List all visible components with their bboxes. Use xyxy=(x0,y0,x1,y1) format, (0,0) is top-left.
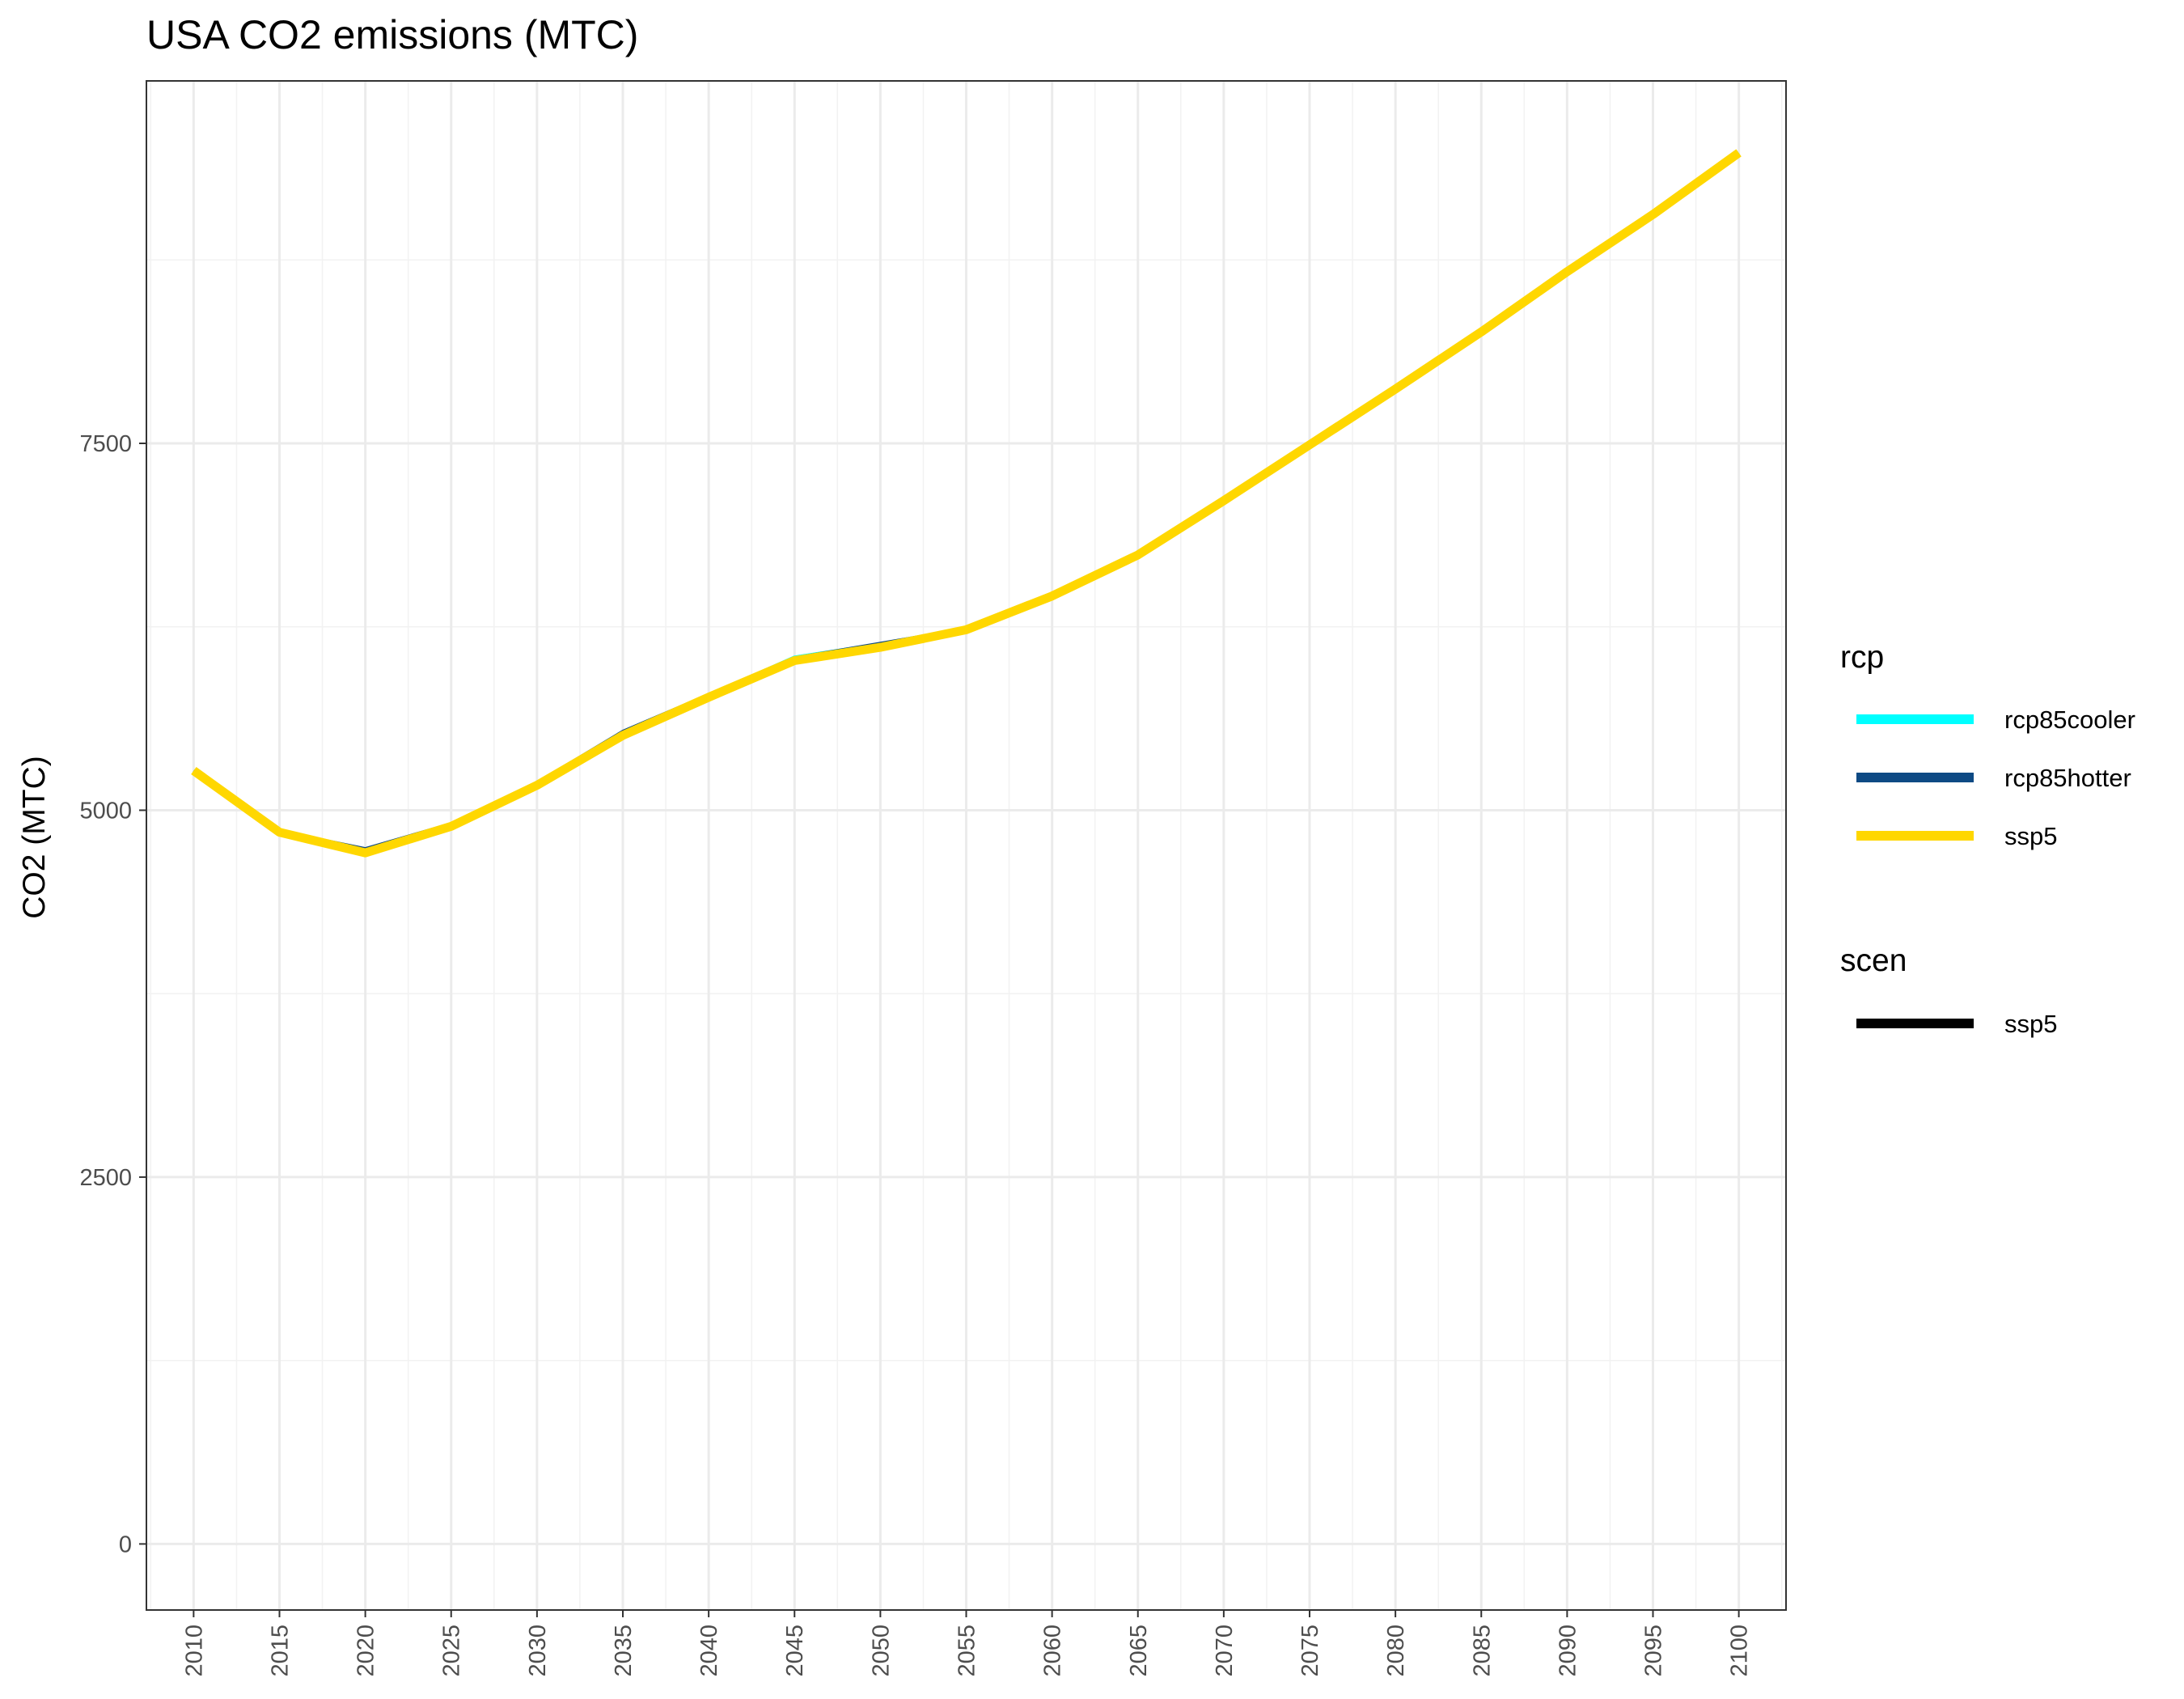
legend-label-rcp85cooler: rcp85cooler xyxy=(2004,705,2135,734)
legend-label-ssp5: ssp5 xyxy=(2004,822,2057,850)
x-tick-label: 2090 xyxy=(1555,1625,1581,1677)
y-axis: 0 2500 5000 7500 xyxy=(79,431,146,1557)
x-tick-label: 2010 xyxy=(181,1625,207,1677)
x-tick-label: 2095 xyxy=(1641,1625,1667,1677)
series-lines xyxy=(191,149,1742,858)
x-tick-label: 2100 xyxy=(1727,1625,1753,1677)
grid-lines xyxy=(146,81,1786,1610)
y-tick-label: 5000 xyxy=(79,798,132,824)
y-axis-title: CO2 (MTC) xyxy=(17,756,52,918)
legend-scen-items: ssp5 xyxy=(1856,1010,2057,1038)
series-line-ssp5 xyxy=(191,149,1742,858)
x-tick-label: 2015 xyxy=(267,1625,293,1677)
y-tick-label: 7500 xyxy=(79,431,132,457)
x-tick-label: 2085 xyxy=(1469,1625,1495,1677)
y-tick-label: 0 xyxy=(119,1532,132,1557)
legend-rcp-items: rcp85cooler rcp85hotter ssp5 xyxy=(1856,705,2135,850)
legend-label-ssp5: ssp5 xyxy=(2004,1010,2057,1038)
x-tick-label: 2065 xyxy=(1126,1625,1152,1677)
legend-title-scen: scen xyxy=(1840,943,1907,978)
x-axis: 2010 2015 2020 2025 2030 2035 2040 2045 2050 2055… xyxy=(181,1610,1753,1677)
x-tick-label: 2035 xyxy=(611,1625,637,1677)
x-tick-label: 2080 xyxy=(1383,1625,1409,1677)
legend-label-rcp85hotter: rcp85hotter xyxy=(2004,764,2131,792)
x-tick-label: 2070 xyxy=(1212,1625,1238,1677)
x-tick-label: 2030 xyxy=(525,1625,551,1677)
chart-title: USA CO2 emissions (MTC) xyxy=(146,12,638,57)
x-tick-label: 2075 xyxy=(1297,1625,1323,1677)
x-tick-label: 2040 xyxy=(696,1625,722,1677)
x-tick-label: 2060 xyxy=(1040,1625,1066,1677)
x-tick-label: 2055 xyxy=(954,1625,980,1677)
legend: rcp rcp85cooler rcp85hotter ssp5 scen ssp5 xyxy=(1840,640,2135,1038)
legend-title-rcp: rcp xyxy=(1840,640,1884,675)
x-tick-label: 2020 xyxy=(353,1625,379,1677)
y-tick-label: 2500 xyxy=(79,1165,132,1191)
x-tick-label: 2025 xyxy=(439,1625,465,1677)
x-tick-label: 2050 xyxy=(868,1625,894,1677)
x-tick-label: 2045 xyxy=(782,1625,808,1677)
